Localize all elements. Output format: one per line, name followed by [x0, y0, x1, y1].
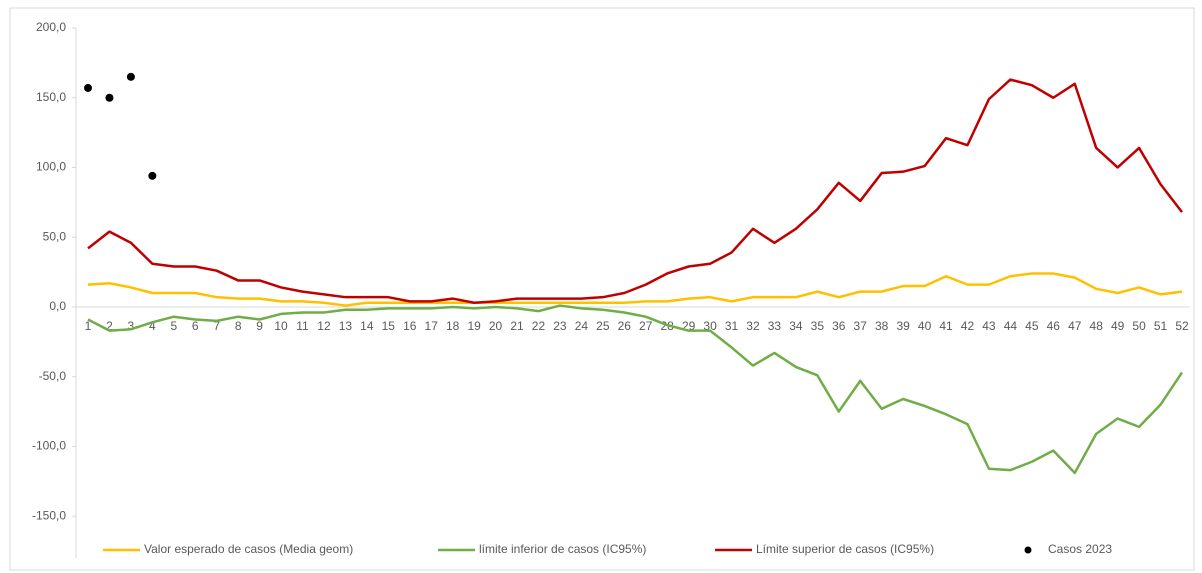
x-tick-label: 18	[446, 319, 460, 333]
point	[148, 171, 157, 180]
x-tick-label: 36	[832, 319, 846, 333]
series-line	[87, 304, 1184, 475]
x-tick-label: 43	[982, 319, 996, 333]
legend-label: límite inferior de casos (IC95%)	[479, 542, 646, 556]
x-tick-label: 7	[213, 319, 220, 333]
x-tick-label: 1	[85, 319, 92, 333]
legend-label: Valor esperado de casos (Media geom)	[144, 542, 353, 556]
x-tick-label: 10	[274, 319, 288, 333]
x-tick-label: 33	[768, 319, 782, 333]
point	[84, 83, 92, 92]
x-tick-label: 47	[1068, 319, 1082, 333]
x-tick-label: 21	[510, 319, 524, 333]
x-tick-label: 27	[639, 319, 653, 333]
x-tick-label: 39	[896, 319, 910, 333]
y-tick-label: 100,0	[36, 160, 66, 174]
x-tick-label: 52	[1175, 319, 1189, 333]
y-tick-label: 50,0	[43, 229, 67, 243]
x-tick-label: 26	[618, 319, 632, 333]
x-tick-label: 45	[1025, 319, 1039, 333]
x-tick-label: 41	[939, 319, 953, 333]
x-tick-label: 8	[235, 319, 242, 333]
x-tick-label: 3	[128, 319, 135, 333]
x-tick-label: 13	[339, 319, 353, 333]
y-tick-label: 150,0	[36, 90, 66, 104]
x-tick-label: 4	[149, 319, 156, 333]
x-tick-label: 42	[961, 319, 975, 333]
x-tick-label: 44	[1004, 319, 1018, 333]
y-tick-label: 200,0	[36, 20, 66, 34]
series-line	[87, 272, 1183, 307]
x-tick-label: 38	[875, 319, 889, 333]
x-tick-label: 20	[489, 319, 503, 333]
x-tick-label: 17	[425, 319, 439, 333]
x-tick-label: 40	[918, 319, 932, 333]
x-tick-label: 12	[317, 319, 331, 333]
y-tick-label: -100,0	[32, 439, 66, 453]
legend-label: Casos 2023	[1048, 542, 1112, 556]
x-tick-label: 34	[789, 319, 803, 333]
x-tick-label: 49	[1111, 319, 1125, 333]
y-tick-label: -150,0	[32, 508, 66, 522]
y-tick-label: 0,0	[49, 299, 66, 313]
x-tick-label: 5	[170, 319, 177, 333]
x-tick-label: 15	[382, 319, 396, 333]
x-tick-label: 25	[596, 319, 610, 333]
point	[126, 72, 135, 81]
x-tick-label: 46	[1047, 319, 1061, 333]
x-tick-label: 22	[532, 319, 546, 333]
x-tick-label: 9	[256, 319, 263, 333]
x-tick-label: 6	[192, 319, 199, 333]
legend-marker	[1024, 546, 1032, 554]
y-tick-label: -50,0	[39, 369, 67, 383]
x-tick-label: 35	[811, 319, 825, 333]
legend-label: Límite superior de casos (IC95%)	[756, 542, 934, 556]
x-tick-label: 16	[403, 319, 417, 333]
x-tick-label: 32	[746, 319, 760, 333]
chart-frame	[9, 7, 1195, 571]
point	[105, 93, 114, 102]
x-tick-label: 37	[854, 319, 868, 333]
x-tick-label: 2	[106, 319, 113, 333]
x-tick-label: 31	[725, 319, 739, 333]
x-tick-label: 11	[296, 319, 309, 333]
series-line	[87, 78, 1183, 305]
x-tick-label: 14	[360, 319, 374, 333]
x-tick-label: 50	[1132, 319, 1146, 333]
x-tick-label: 48	[1090, 319, 1104, 333]
x-tick-label: 24	[575, 319, 589, 333]
x-tick-label: 23	[553, 319, 567, 333]
x-tick-label: 51	[1154, 319, 1168, 333]
x-tick-label: 19	[467, 319, 481, 333]
